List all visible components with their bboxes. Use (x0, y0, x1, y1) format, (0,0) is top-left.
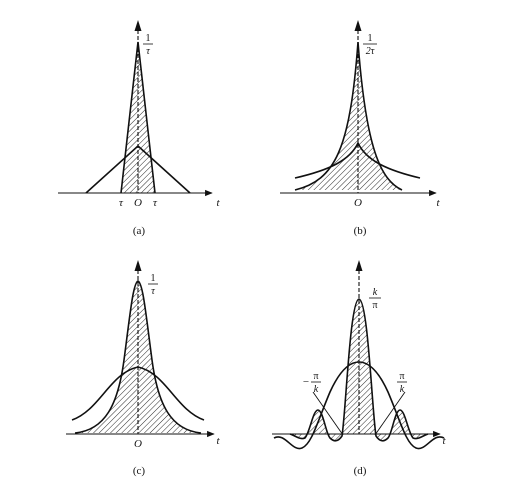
panel-b-spike-fill (295, 42, 402, 190)
panel-a-caption: (a) (133, 225, 146, 237)
panel-d-left-sign: − (303, 376, 309, 388)
panel-c-caption: (c) (133, 465, 146, 477)
panel-d-peak-num: k (373, 287, 378, 298)
panel-c-vertical-arrowhead (134, 260, 142, 271)
panel-b-peak-num: 1 (368, 33, 373, 44)
panel-b-wide-curve (294, 141, 421, 179)
panel-b: 1 2τ O t (b) (280, 20, 440, 237)
panel-c-origin: O (134, 438, 142, 450)
panel-b-caption: (b) (354, 225, 367, 237)
panel-d-vertical-arrowhead (355, 260, 363, 271)
panel-a-tick-right: τ (153, 197, 158, 209)
panel-a-peak-den: τ (146, 46, 150, 57)
panel-c-spike-outline (74, 280, 202, 434)
panel-d-sinc-outline (289, 298, 429, 442)
panel-a: 1 τ τ O τ t (a) (58, 20, 220, 237)
panel-c-peak-den: τ (151, 286, 155, 297)
panel-d-right-num: π (399, 371, 404, 382)
panel-d-left-pointer (312, 391, 344, 436)
panel-b-origin: O (354, 197, 362, 209)
panel-a-tick-left: τ (119, 197, 124, 209)
panel-d-caption: (d) (354, 465, 367, 477)
panel-d-right-pointer (374, 391, 406, 436)
panel-c-peak-num: 1 (151, 273, 156, 284)
panel-a-peak-num: 1 (146, 33, 151, 44)
panel-d-t-label: t (442, 435, 446, 447)
panel-b-vertical-arrowhead (354, 20, 362, 31)
panel-d-right-den: k (400, 384, 405, 395)
panel-c: 1 τ O t (c) (66, 260, 220, 477)
panel-d-peak-den: π (372, 300, 377, 311)
panel-b-t-label: t (436, 197, 440, 209)
panel-d-left-den: k (314, 384, 319, 395)
panel-b-peak-den: 2τ (366, 46, 375, 57)
panel-a-vertical-arrowhead (134, 20, 142, 31)
panel-d-left-num: π (313, 371, 318, 382)
panel-a-t-label: t (216, 197, 220, 209)
panel-d: k π − π k π k t (d) (272, 260, 446, 477)
panel-c-t-label: t (216, 435, 220, 447)
panel-a-origin: O (134, 197, 142, 209)
